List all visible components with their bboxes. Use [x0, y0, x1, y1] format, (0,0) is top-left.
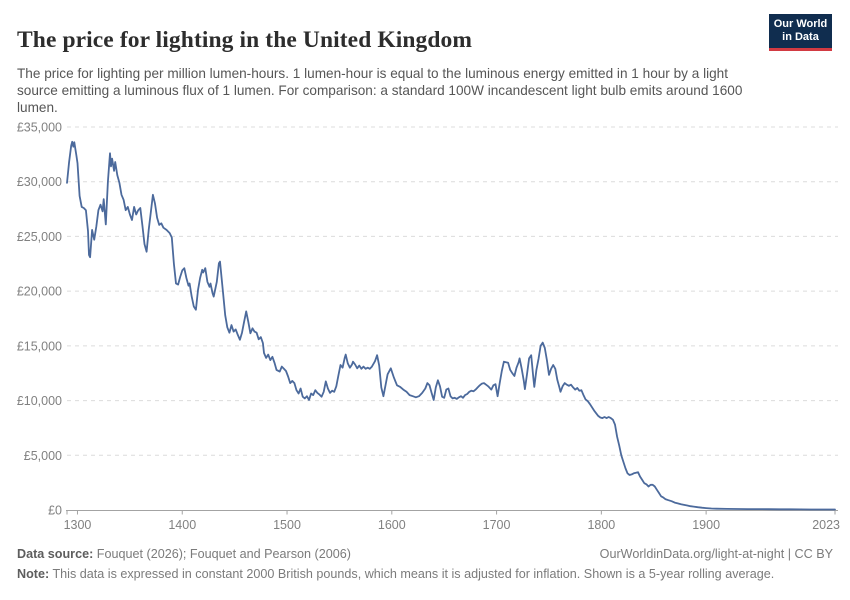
price-line-chart: £0 £5,000 £10,000 £15,000 £20,000 £25,000 £30,… [17, 121, 840, 533]
x-axis-label: 2023 [812, 518, 840, 532]
y-axis-label: £30,000 [17, 175, 62, 189]
data-source-label: Data source: [17, 547, 94, 561]
data-source-line: Data source: Fouquet (2026); Fouquet and… [17, 547, 833, 561]
x-axis-label: 1500 [273, 518, 301, 532]
y-axis-label: £20,000 [17, 285, 62, 299]
y-axis-label: £25,000 [17, 230, 62, 244]
x-axis-label: 1300 [64, 518, 92, 532]
y-axis-label: £0 [48, 504, 62, 518]
x-axis-label: 1800 [587, 518, 615, 532]
owid-logo: Our World in Data [769, 14, 832, 51]
note-line: Note: This data is expressed in constant… [17, 567, 833, 581]
owid-logo-text: Our World in Data [773, 17, 828, 43]
price-line [66, 140, 836, 511]
y-axis-label: £10,000 [17, 394, 62, 408]
y-axis-label: £35,000 [17, 121, 62, 135]
data-source-text: Fouquet (2026); Fouquet and Pearson (200… [96, 547, 351, 561]
attribution-link[interactable]: OurWorldinData.org/light-at-night | CC B… [599, 547, 833, 561]
page-title: The price for lighting in the United Kin… [17, 26, 473, 53]
x-axis-label: 1400 [168, 518, 196, 532]
y-axis-label: £5,000 [24, 449, 62, 463]
note-label: Note: [17, 567, 50, 581]
chart-subtitle: The price for lighting per million lumen… [17, 65, 743, 116]
x-axis-label: 1900 [692, 518, 720, 532]
y-axis-label: £15,000 [17, 339, 62, 353]
x-axis-label: 1700 [483, 518, 511, 532]
x-axis-label: 1600 [378, 518, 406, 532]
note-text: This data is expressed in constant 2000 … [52, 567, 775, 581]
